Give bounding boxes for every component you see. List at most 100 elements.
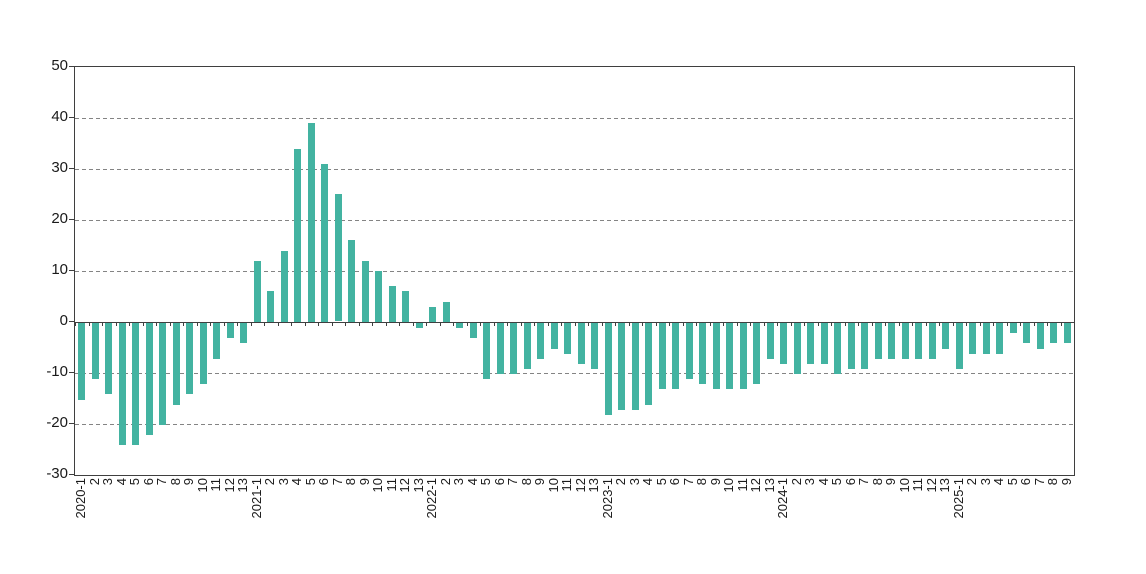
- y-axis-tick: [69, 66, 74, 67]
- x-axis-tick: [494, 322, 495, 326]
- gridline: [75, 424, 1074, 425]
- bar: [524, 323, 531, 369]
- x-axis-tick: [629, 322, 630, 326]
- bar: [740, 323, 747, 389]
- bar: [969, 323, 976, 354]
- x-axis-tick: [588, 322, 589, 326]
- x-axis-tick: [183, 322, 184, 326]
- x-tick-label: 7: [856, 478, 871, 486]
- bar: [861, 323, 868, 369]
- bar: [551, 323, 558, 349]
- bar: [821, 323, 828, 364]
- y-axis-tick: [69, 168, 74, 169]
- bar: [1010, 323, 1017, 333]
- y-tick-label: 0: [59, 312, 68, 329]
- bar: [672, 323, 679, 389]
- x-axis-tick: [858, 322, 859, 326]
- x-tick-label: 2: [613, 478, 628, 486]
- x-tick-label: 6: [1018, 478, 1033, 486]
- bar: [173, 323, 180, 405]
- x-axis-tick: [804, 322, 805, 326]
- x-axis-tick: [993, 322, 994, 326]
- x-axis-line: [75, 322, 1074, 323]
- x-tick-label: 7: [505, 478, 520, 486]
- bar: [267, 291, 274, 322]
- bar: [443, 302, 450, 322]
- y-tick-label: 50: [51, 57, 68, 74]
- x-axis-tick: [264, 322, 265, 326]
- gridline: [75, 271, 1074, 272]
- x-axis-tick: [885, 322, 886, 326]
- x-axis-tick: [575, 322, 576, 326]
- x-axis-tick: [197, 322, 198, 326]
- x-tick-label: 6: [316, 478, 331, 486]
- x-axis-tick: [669, 322, 670, 326]
- y-axis-tick: [69, 270, 74, 271]
- x-axis-tick: [318, 322, 319, 326]
- x-axis-tick: [710, 322, 711, 326]
- x-tick-label: 5: [829, 478, 844, 486]
- x-axis-tick: [1047, 322, 1048, 326]
- x-axis-tick: [210, 322, 211, 326]
- x-axis-tick: [750, 322, 751, 326]
- bar: [780, 323, 787, 364]
- x-tick-label: 13: [937, 478, 952, 493]
- bar: [497, 323, 504, 374]
- x-axis-tick: [534, 322, 535, 326]
- x-tick-label: 4: [640, 478, 655, 486]
- x-axis-tick: [548, 322, 549, 326]
- x-axis-tick: [143, 322, 144, 326]
- bar: [632, 323, 639, 410]
- bar: [537, 323, 544, 359]
- bar: [389, 286, 396, 322]
- x-axis-tick: [1034, 322, 1035, 326]
- x-axis-tick: [305, 322, 306, 326]
- bar: [902, 323, 909, 359]
- y-tick-label: 20: [51, 210, 68, 227]
- x-tick-label: 2: [964, 478, 979, 486]
- x-tick-label: 4: [289, 478, 304, 486]
- bar: [1064, 323, 1071, 343]
- x-axis-tick: [129, 322, 130, 326]
- bar: [321, 164, 328, 322]
- bar: [807, 323, 814, 364]
- x-tick-label: 2022-1: [424, 478, 439, 519]
- x-axis-tick: [89, 322, 90, 326]
- gridline: [75, 220, 1074, 221]
- bar: [254, 261, 261, 322]
- x-axis-tick: [737, 322, 738, 326]
- x-axis-tick: [237, 322, 238, 326]
- x-axis-tick: [642, 322, 643, 326]
- bar: [146, 323, 153, 435]
- x-tick-label: 4: [991, 478, 1006, 486]
- plot-area: [74, 66, 1075, 476]
- x-axis-tick: [386, 322, 387, 326]
- x-axis-tick: [912, 322, 913, 326]
- x-axis-tick: [872, 322, 873, 326]
- x-axis-tick: [345, 322, 346, 326]
- bar: [1023, 323, 1030, 343]
- x-axis-tick: [413, 322, 414, 326]
- x-tick-label: 6: [667, 478, 682, 486]
- x-axis-tick: [845, 322, 846, 326]
- x-axis-tick: [156, 322, 157, 326]
- x-axis-tick: [480, 322, 481, 326]
- x-axis-tick: [278, 322, 279, 326]
- x-tick-label: 9: [883, 478, 898, 486]
- x-tick-label: 9: [532, 478, 547, 486]
- bar: [645, 323, 652, 405]
- bar: [996, 323, 1003, 354]
- bar: [888, 323, 895, 359]
- x-axis-tick: [372, 322, 373, 326]
- x-tick-label: 11: [559, 478, 574, 492]
- bar: [483, 323, 490, 379]
- x-axis-tick: [399, 322, 400, 326]
- y-tick-label: 40: [51, 108, 68, 125]
- gridline: [75, 169, 1074, 170]
- bar: [402, 291, 409, 322]
- bar: [983, 323, 990, 354]
- x-axis-tick: [818, 322, 819, 326]
- x-tick-label: 7: [154, 478, 169, 486]
- x-tick-label: 10: [721, 478, 736, 493]
- bar: [794, 323, 801, 374]
